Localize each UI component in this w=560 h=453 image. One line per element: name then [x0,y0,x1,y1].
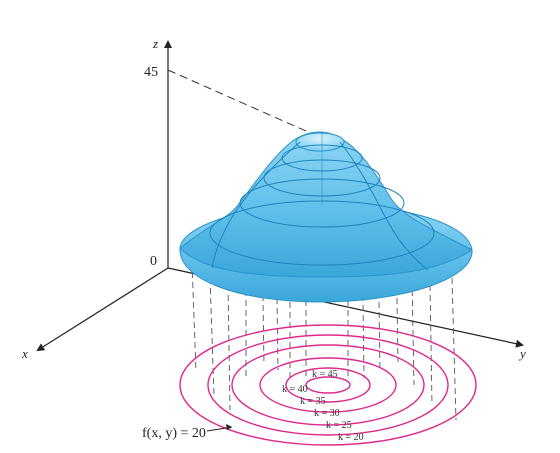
function-label: f(x, y) = 20 [142,426,206,441]
contour-label-k-40: k = 40 [282,384,308,395]
contour-level-20 [179,324,477,446]
contour-labels: k = 45 k = 40k = 35k = 30k = 25k = 20 [282,369,364,443]
projection-line [227,284,231,411]
surface-meridian-left [211,141,301,269]
contour-label-k-45: k = 45 [312,369,338,380]
surface [179,131,474,303]
surface-cap [295,132,345,152]
function-label-arrowhead [226,424,232,430]
z-tick-45: 45 [144,65,158,80]
peak-height-dashed-line [167,69,316,136]
y-axis-label: y [518,346,526,361]
x-axis [36,267,169,352]
projection-line [411,279,415,386]
contour-level-35 [259,357,397,413]
contour-level-40 [285,367,371,403]
z-tick-0: 0 [150,254,157,269]
contour-label-k-35: k = 35 [300,396,326,407]
surface-dome [179,131,474,278]
projection-line [451,277,457,421]
projection-line [429,284,433,406]
contour-label-k-20: k = 20 [338,432,364,443]
contour-label-k-25: k = 25 [326,420,352,431]
projection-line [191,261,197,373]
contour-label-k-30: k = 30 [314,408,340,419]
z-axis-label: z [152,36,158,51]
contour-map [179,324,477,446]
surface-meridian-right [339,141,429,271]
x-axis-label: x [21,346,28,361]
contour-level-45 [305,376,351,394]
contour-level-25 [207,334,449,436]
contour-level-30 [231,344,425,426]
projection-line [209,277,215,396]
